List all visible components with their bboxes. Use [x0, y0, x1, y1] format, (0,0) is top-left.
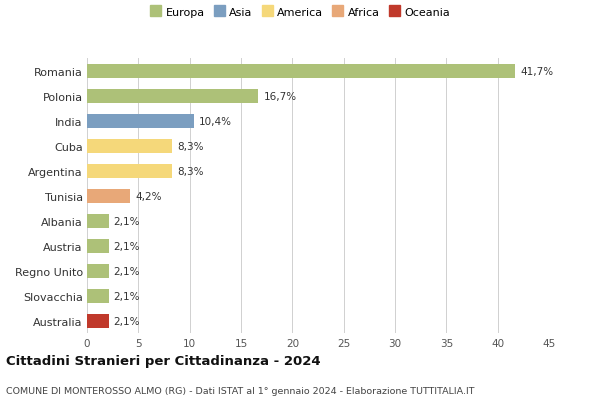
Text: 8,3%: 8,3%: [178, 142, 204, 151]
Bar: [87, 314, 109, 328]
Bar: [87, 65, 515, 79]
Text: 2,1%: 2,1%: [113, 316, 140, 326]
Text: 2,1%: 2,1%: [113, 291, 140, 301]
Bar: [87, 239, 109, 253]
Text: 10,4%: 10,4%: [199, 117, 232, 126]
Text: 41,7%: 41,7%: [520, 67, 553, 77]
Text: 8,3%: 8,3%: [178, 166, 204, 176]
Text: 2,1%: 2,1%: [113, 241, 140, 251]
Bar: [87, 115, 194, 128]
Bar: [87, 264, 109, 278]
Text: 2,1%: 2,1%: [113, 266, 140, 276]
Bar: [87, 214, 109, 228]
Text: Cittadini Stranieri per Cittadinanza - 2024: Cittadini Stranieri per Cittadinanza - 2…: [6, 354, 320, 367]
Text: 16,7%: 16,7%: [263, 92, 297, 102]
Bar: [87, 139, 172, 153]
Legend: Europa, Asia, America, Africa, Oceania: Europa, Asia, America, Africa, Oceania: [150, 8, 450, 18]
Bar: [87, 189, 130, 203]
Text: 4,2%: 4,2%: [135, 191, 162, 201]
Text: COMUNE DI MONTEROSSO ALMO (RG) - Dati ISTAT al 1° gennaio 2024 - Elaborazione TU: COMUNE DI MONTEROSSO ALMO (RG) - Dati IS…: [6, 387, 475, 396]
Bar: [87, 164, 172, 178]
Bar: [87, 90, 259, 103]
Bar: [87, 289, 109, 303]
Text: 2,1%: 2,1%: [113, 216, 140, 226]
